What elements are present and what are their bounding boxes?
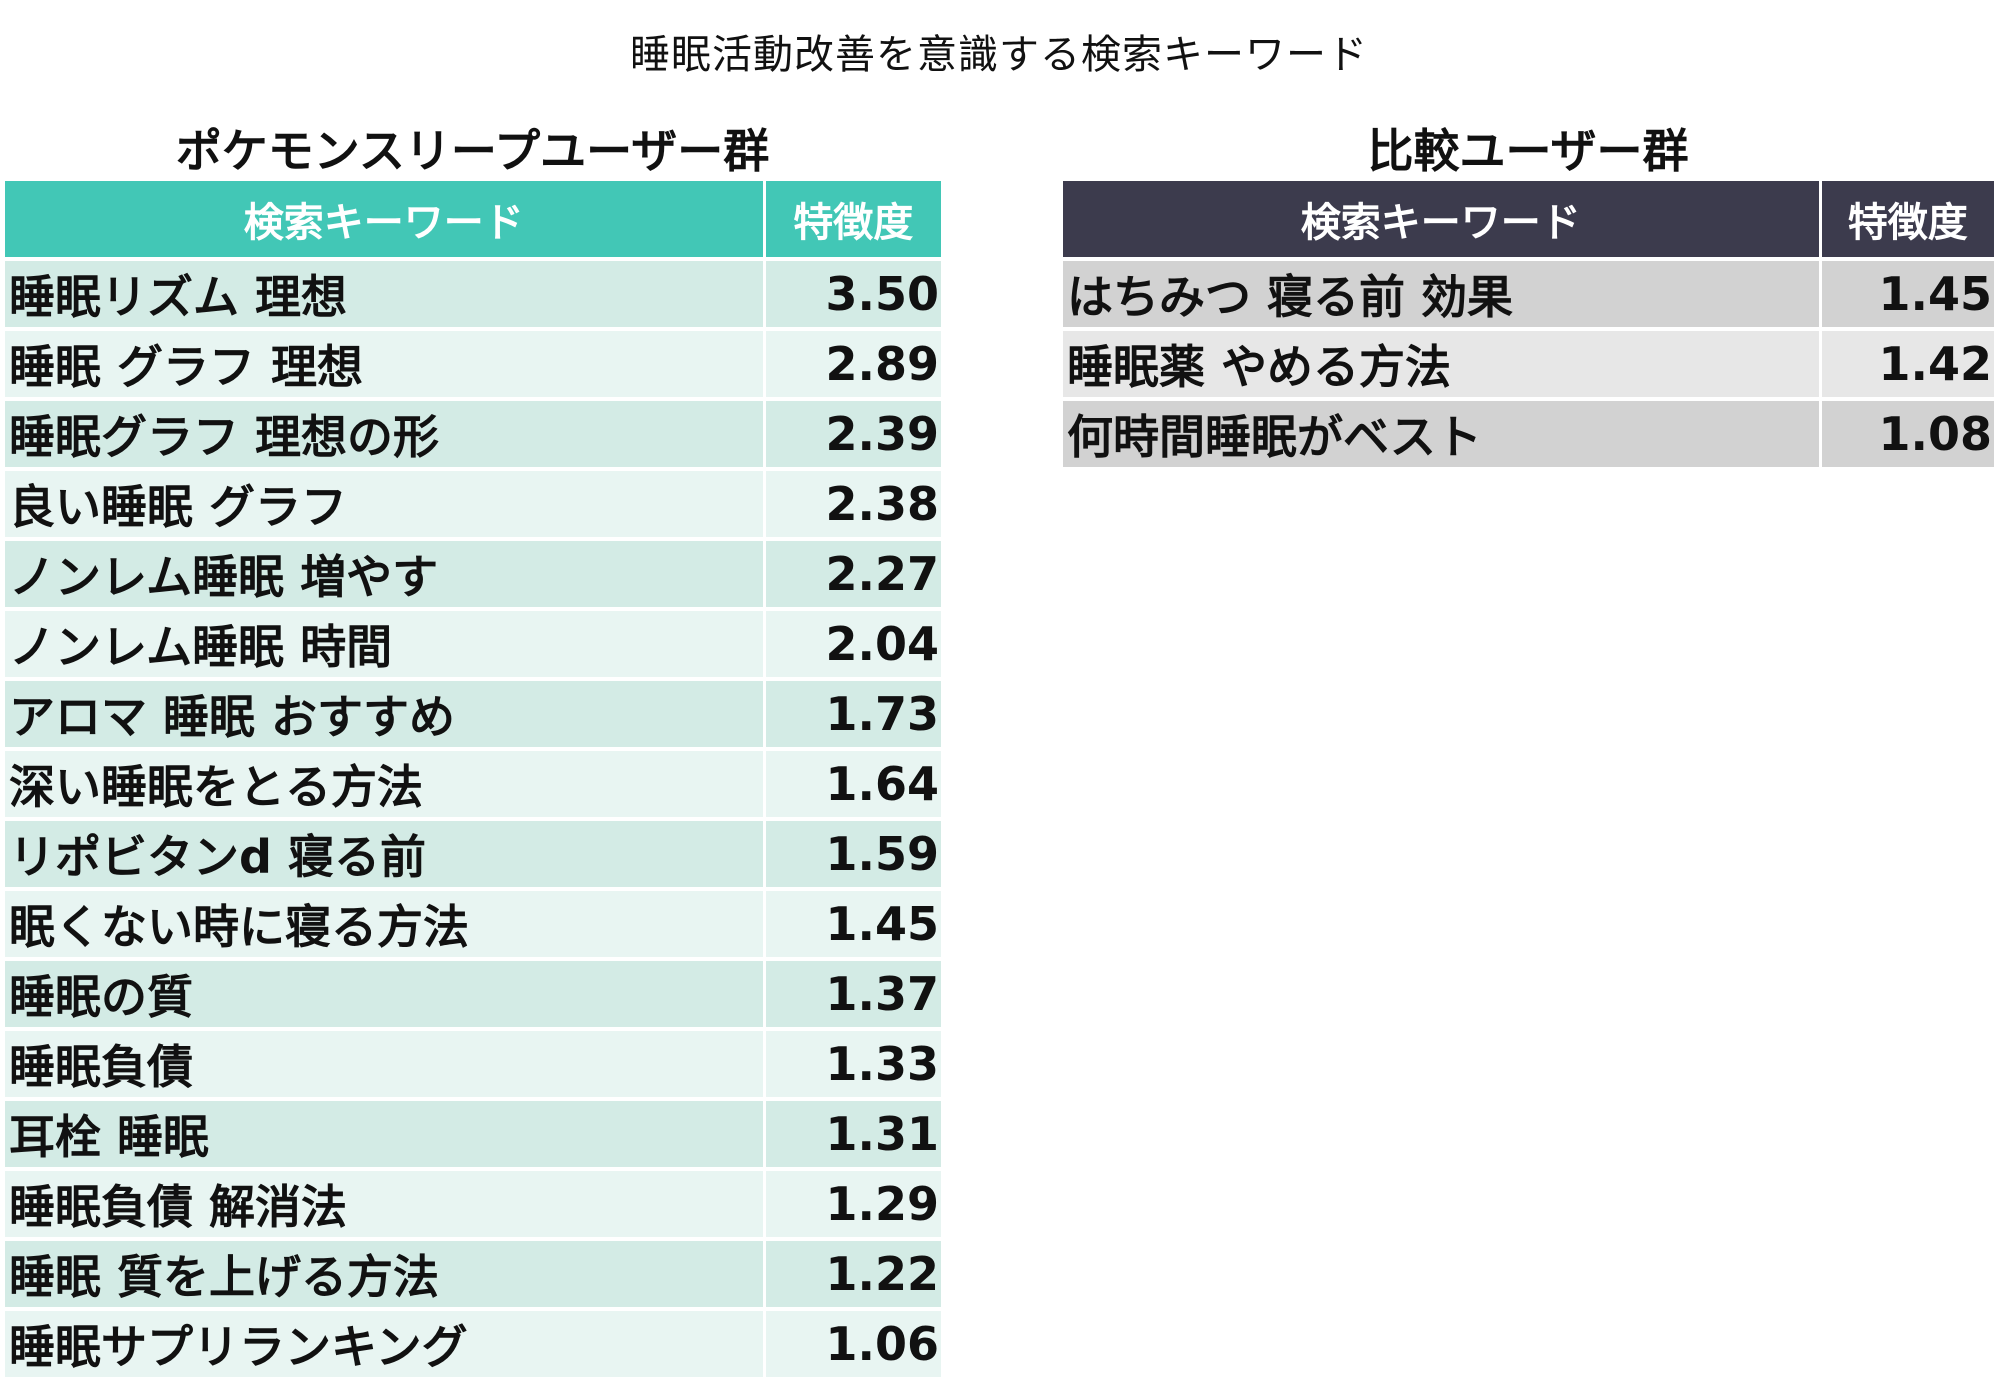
score-cell: 3.50 xyxy=(764,257,941,329)
pokemon-group-rows: 睡眠リズム 理想 3.50 睡眠 グラフ 理想 2.89 睡眠グラフ 理想の形 2.39 良… xyxy=(5,257,941,1377)
score-cell: 1.73 xyxy=(764,677,941,749)
score-cell: 2.38 xyxy=(764,467,941,539)
keyword-cell: 何時間睡眠がベスト xyxy=(1063,397,1822,467)
score-cell: 1.42 xyxy=(1820,327,1994,399)
keyword-cell: はちみつ 寝る前 効果 xyxy=(1063,257,1822,329)
table-row: リポビタンd 寝る前 1.59 xyxy=(5,817,941,889)
table-row: 睡眠の質 1.37 xyxy=(5,957,941,1029)
table-row: 何時間睡眠がベスト 1.08 xyxy=(1063,397,1994,467)
table-row: 睡眠負債 1.33 xyxy=(5,1027,941,1099)
header-keyword: 検索キーワード xyxy=(1063,181,1822,259)
table-row: 睡眠薬 やめる方法 1.42 xyxy=(1063,327,1994,399)
keyword-cell: 睡眠の質 xyxy=(5,957,766,1029)
score-cell: 2.04 xyxy=(764,607,941,679)
keyword-cell: 睡眠リズム 理想 xyxy=(5,257,766,329)
score-cell: 1.64 xyxy=(764,747,941,819)
table-row: 睡眠サプリランキング 1.06 xyxy=(5,1307,941,1377)
keyword-cell: 良い睡眠 グラフ xyxy=(5,467,766,539)
score-cell: 1.29 xyxy=(764,1167,941,1239)
keyword-cell: アロマ 睡眠 おすすめ xyxy=(5,677,766,749)
score-cell: 1.08 xyxy=(1820,397,1994,467)
header-score: 特徴度 xyxy=(764,181,941,259)
table-row: アロマ 睡眠 おすすめ 1.73 xyxy=(5,677,941,749)
score-cell: 1.45 xyxy=(1820,257,1994,329)
table-row: 良い睡眠 グラフ 2.38 xyxy=(5,467,941,539)
keyword-cell: 睡眠 質を上げる方法 xyxy=(5,1237,766,1309)
table-row: 睡眠グラフ 理想の形 2.39 xyxy=(5,397,941,469)
keyword-cell: 睡眠負債 xyxy=(5,1027,766,1099)
keyword-cell: ノンレム睡眠 増やす xyxy=(5,537,766,609)
keyword-cell: ノンレム睡眠 時間 xyxy=(5,607,766,679)
table-row: 眠くない時に寝る方法 1.45 xyxy=(5,887,941,959)
table-row: 睡眠 質を上げる方法 1.22 xyxy=(5,1237,941,1309)
score-cell: 1.37 xyxy=(764,957,941,1029)
compare-group-rows: はちみつ 寝る前 効果 1.45 睡眠薬 やめる方法 1.42 何時間睡眠がベスト 1.0… xyxy=(1063,257,1994,467)
page-title: 睡眠活動改善を意識する検索キーワード xyxy=(630,32,1368,78)
keyword-cell: 睡眠負債 解消法 xyxy=(5,1167,766,1239)
table-header-row: 検索キーワード 特徴度 xyxy=(5,181,941,259)
keyword-cell: 睡眠薬 やめる方法 xyxy=(1063,327,1822,399)
keyword-cell: 深い睡眠をとる方法 xyxy=(5,747,766,819)
score-cell: 1.06 xyxy=(764,1307,941,1377)
compare-group-title: 比較ユーザー群 xyxy=(1367,124,1689,178)
table-row: はちみつ 寝る前 効果 1.45 xyxy=(1063,257,1994,329)
table-row: 睡眠負債 解消法 1.29 xyxy=(5,1167,941,1239)
table-row: 深い睡眠をとる方法 1.64 xyxy=(5,747,941,819)
score-cell: 1.22 xyxy=(764,1237,941,1309)
header-keyword: 検索キーワード xyxy=(5,181,766,259)
score-cell: 1.31 xyxy=(764,1097,941,1169)
header-score: 特徴度 xyxy=(1820,181,1994,259)
table-row: 睡眠リズム 理想 3.50 xyxy=(5,257,941,329)
table-row: ノンレム睡眠 時間 2.04 xyxy=(5,607,941,679)
pokemon-group-title: ポケモンスリープユーザー群 xyxy=(175,124,770,178)
pokemon-group-table: 検索キーワード 特徴度 睡眠リズム 理想 3.50 睡眠 グラフ 理想 2.89 睡眠グ… xyxy=(5,181,941,1377)
keyword-cell: 睡眠サプリランキング xyxy=(5,1307,766,1377)
keyword-cell: 眠くない時に寝る方法 xyxy=(5,887,766,959)
keyword-cell: 睡眠グラフ 理想の形 xyxy=(5,397,766,469)
score-cell: 2.27 xyxy=(764,537,941,609)
keyword-cell: リポビタンd 寝る前 xyxy=(5,817,766,889)
table-row: 耳栓 睡眠 1.31 xyxy=(5,1097,941,1169)
compare-group-table: 検索キーワード 特徴度 はちみつ 寝る前 効果 1.45 睡眠薬 やめる方法 1.42… xyxy=(1063,181,1994,467)
table-header-row: 検索キーワード 特徴度 xyxy=(1063,181,1994,259)
score-cell: 2.39 xyxy=(764,397,941,469)
score-cell: 1.33 xyxy=(764,1027,941,1099)
score-cell: 1.45 xyxy=(764,887,941,959)
score-cell: 1.59 xyxy=(764,817,941,889)
table-row: 睡眠 グラフ 理想 2.89 xyxy=(5,327,941,399)
score-cell: 2.89 xyxy=(764,327,941,399)
table-row: ノンレム睡眠 増やす 2.27 xyxy=(5,537,941,609)
keyword-cell: 耳栓 睡眠 xyxy=(5,1097,766,1169)
keyword-cell: 睡眠 グラフ 理想 xyxy=(5,327,766,399)
